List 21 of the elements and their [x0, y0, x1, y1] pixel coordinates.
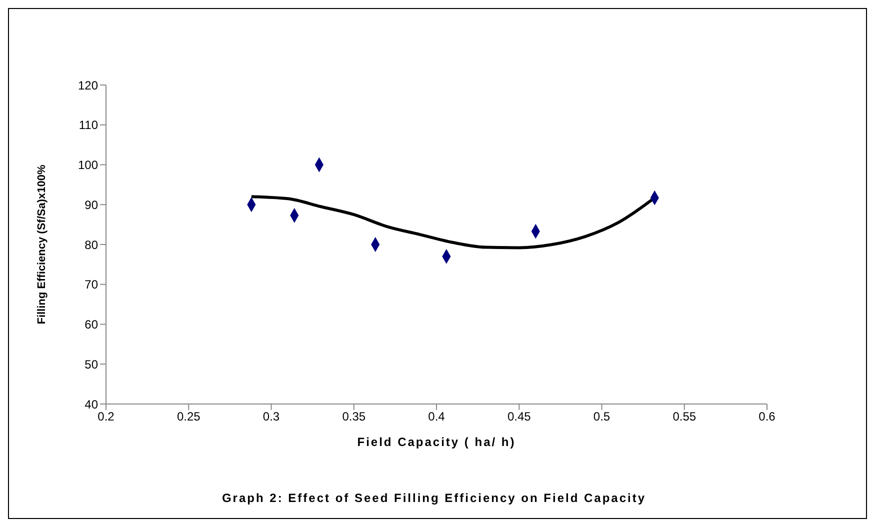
y-tick-label: 50	[84, 357, 98, 372]
x-tick-label: 0.3	[262, 410, 280, 424]
y-tick-label: 100	[78, 158, 98, 172]
x-tick-label: 0.25	[176, 410, 201, 424]
x-tick-label: 0.45	[507, 410, 532, 424]
x-axis-title: Field Capacity ( ha/ h)	[357, 435, 516, 449]
y-tick-label: 70	[84, 278, 98, 292]
x-tick-label: 0.2	[98, 410, 115, 424]
y-tick-label: 120	[78, 78, 98, 92]
text: Graph 2: Effect of Seed Filling Efficiency on Field Capacity	[220, 491, 648, 505]
y-tick-label: 90	[84, 198, 98, 212]
y-tick-label: 40	[84, 397, 98, 412]
y-tick-label: 60	[84, 318, 98, 332]
y-tick-label: 110	[78, 118, 98, 132]
x-tick-label: 0.5	[593, 410, 610, 424]
x-tick-label: 0.6	[758, 410, 776, 424]
y-tick-label: 80	[84, 238, 98, 252]
x-tick-label: 0.4	[428, 410, 446, 424]
x-tick-label: 0.35	[342, 410, 366, 424]
x-tick-label: 0.55	[672, 410, 696, 424]
y-axis-title: Filling Efficiency (Sf/Sa)x100%	[36, 164, 48, 324]
